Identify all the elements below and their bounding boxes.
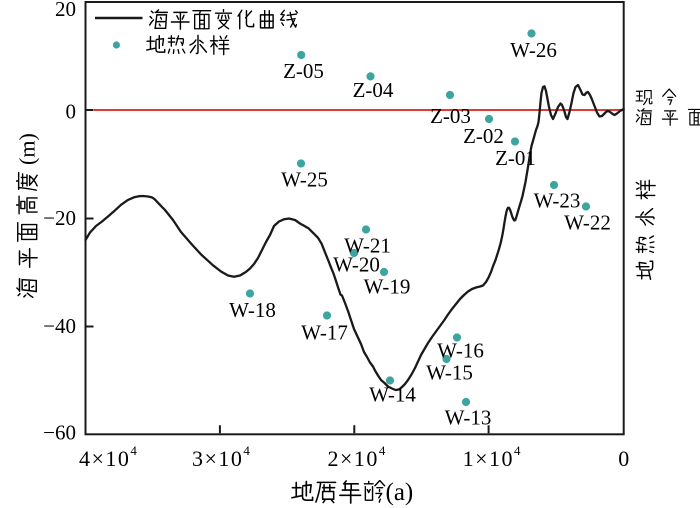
svg-text:Z-01: Z-01 xyxy=(495,146,536,170)
svg-text:W-17: W-17 xyxy=(301,321,348,345)
svg-text:W-16: W-16 xyxy=(437,339,484,363)
svg-text:Z-02: Z-02 xyxy=(463,124,504,148)
svg-text:(m): (m) xyxy=(15,133,40,165)
svg-text:−60: −60 xyxy=(43,421,76,445)
svg-text:W-22: W-22 xyxy=(564,211,611,235)
svg-text:(a): (a) xyxy=(386,479,414,506)
svg-text:W-15: W-15 xyxy=(426,361,473,385)
svg-text:20: 20 xyxy=(55,0,76,21)
svg-text:2×104: 2×104 xyxy=(327,443,386,471)
svg-text:0: 0 xyxy=(66,100,77,124)
svg-text:W-20: W-20 xyxy=(333,253,380,277)
svg-text:−40: −40 xyxy=(43,314,76,338)
svg-text:3×104: 3×104 xyxy=(192,443,251,471)
svg-text:W-23: W-23 xyxy=(534,189,581,213)
svg-text:W-25: W-25 xyxy=(281,168,328,192)
svg-text:−20: −20 xyxy=(43,206,76,230)
svg-text:1×104: 1×104 xyxy=(463,443,522,471)
svg-text:W-21: W-21 xyxy=(344,234,391,258)
svg-text:W-19: W-19 xyxy=(364,275,411,299)
svg-text:Z-05: Z-05 xyxy=(283,59,324,83)
svg-text:Z-04: Z-04 xyxy=(353,78,394,102)
svg-text:W-14: W-14 xyxy=(369,383,416,407)
svg-text:W-26: W-26 xyxy=(510,38,557,62)
svg-text:W-18: W-18 xyxy=(229,298,276,322)
svg-text:Z-03: Z-03 xyxy=(430,104,471,128)
svg-text:0: 0 xyxy=(618,446,631,471)
svg-text:W-13: W-13 xyxy=(445,406,492,430)
svg-text:4×104: 4×104 xyxy=(79,443,138,471)
